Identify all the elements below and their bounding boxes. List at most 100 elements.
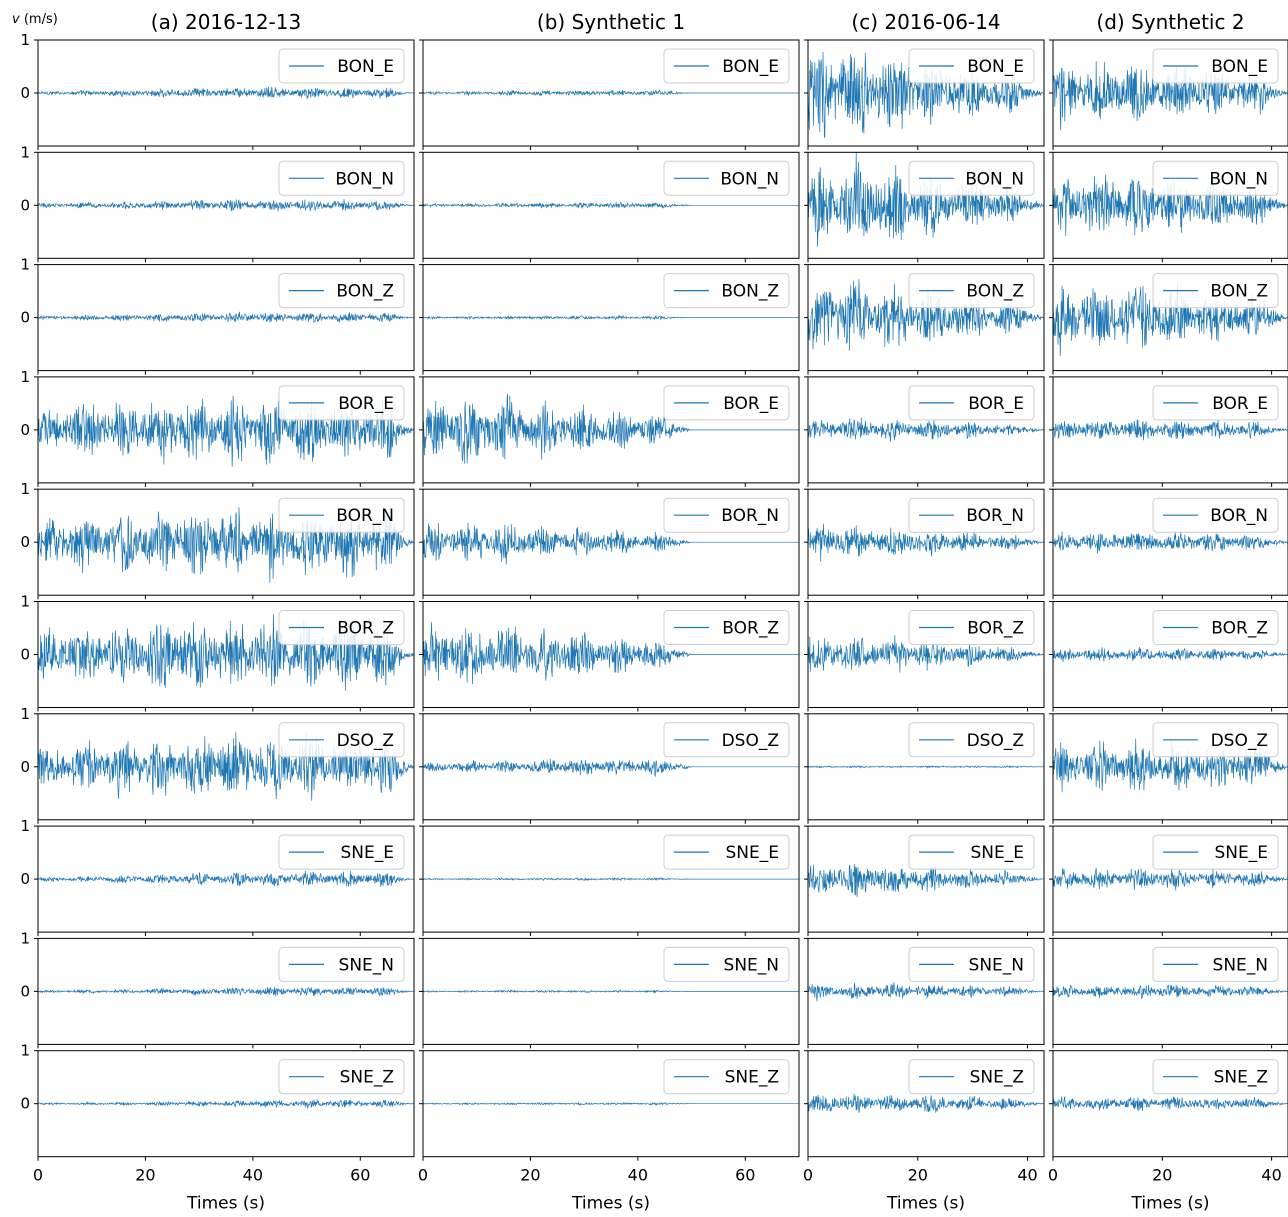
- legend-label-BOR_N: BOR_N: [336, 506, 394, 526]
- x-tick-label: 60: [735, 1166, 755, 1185]
- waveform-SNE_E: [38, 870, 414, 888]
- panel-3-5: BOR_Z: [1049, 601, 1288, 712]
- panel-0-6: 0 1 DSO_Z: [20, 705, 415, 824]
- legend-box: [663, 1059, 790, 1095]
- waveform-BON_Z: [38, 311, 414, 324]
- legend-label-BOR_Z: BOR_Z: [722, 619, 779, 639]
- y-tick-label: 1: [20, 929, 30, 947]
- panel-0-7: 0 1 SNE_E: [20, 817, 415, 937]
- legend-box: [278, 273, 405, 309]
- legend-label-BON_N: BON_N: [720, 169, 779, 189]
- legend-box: [278, 1059, 405, 1095]
- legend-label-BON_N: BON_N: [1209, 169, 1268, 189]
- waveform-BON_N: [808, 152, 1044, 247]
- waveform-BON_E: [423, 88, 799, 97]
- panel-1-9: SNE_Z: [419, 1050, 800, 1161]
- legend-label-SNE_Z: SNE_Z: [725, 1068, 779, 1088]
- legend-label-BON_E: BON_E: [1211, 57, 1268, 77]
- y-tick-label: 1: [20, 705, 30, 723]
- legend-label-SNE_Z: SNE_Z: [340, 1068, 394, 1088]
- panel-2-7: SNE_E: [804, 825, 1045, 937]
- legend-label-BOR_E: BOR_E: [968, 394, 1024, 414]
- panel-1-8: SNE_N: [419, 937, 800, 1049]
- waveform-SNE_Z: [808, 1093, 1044, 1113]
- panel-0-4: 0 1 BOR_N: [20, 480, 415, 600]
- legend-label-BON_N: BON_N: [335, 169, 394, 189]
- legend-label-BOR_N: BOR_N: [721, 506, 779, 526]
- legend-label-SNE_E: SNE_E: [726, 843, 780, 863]
- y-tick-label: 0: [20, 870, 30, 888]
- x-tick-label: 20: [1152, 1166, 1172, 1185]
- waveform-DSO_Z: [808, 764, 1044, 769]
- x-axis-label-0: Times (s): [186, 1194, 265, 1214]
- legend-box: [278, 834, 405, 870]
- x-axis-label-3: Times (s): [1131, 1194, 1210, 1214]
- y-tick-label: 1: [20, 143, 30, 161]
- legend-label-BOR_Z: BOR_Z: [337, 619, 394, 639]
- legend-box: [663, 48, 790, 84]
- legend-box: [663, 160, 790, 196]
- legend-box: [908, 160, 1035, 196]
- x-tick-label: 20: [520, 1166, 540, 1185]
- legend-box: [278, 497, 405, 533]
- legend-label-BOR_N: BOR_N: [966, 506, 1024, 526]
- waveform-DSO_Z: [38, 731, 414, 801]
- waveform-BON_Z: [423, 314, 799, 321]
- legend-label-SNE_E: SNE_E: [1215, 843, 1269, 863]
- panel-3-8: SNE_N: [1049, 937, 1288, 1049]
- waveform-SNE_N: [38, 986, 414, 997]
- column-title-1: (b) Synthetic 1: [537, 10, 685, 34]
- panel-1-5: BOR_Z: [419, 601, 800, 712]
- x-axis-label-1: Times (s): [571, 1194, 650, 1214]
- waveform-SNE_N: [423, 989, 799, 994]
- legend-box: [1152, 160, 1279, 196]
- legend-label-SNE_Z: SNE_Z: [970, 1068, 1024, 1088]
- waveform-DSO_Z: [1053, 738, 1288, 793]
- waveform-SNE_E: [808, 863, 1044, 898]
- waveform-BON_N: [423, 201, 799, 209]
- waveform-BOR_Z: [808, 635, 1044, 673]
- legend-box: [908, 834, 1035, 870]
- y-tick-label: 1: [20, 256, 30, 274]
- legend-box: [278, 722, 405, 758]
- waveform-SNE_E: [423, 876, 799, 882]
- waveform-BOR_N: [423, 522, 799, 565]
- panel-2-4: BOR_N: [804, 488, 1045, 600]
- panel-3-2: BON_Z: [1049, 264, 1288, 375]
- legend-label-BON_Z: BON_Z: [966, 282, 1024, 302]
- waveform-BON_Z: [1053, 282, 1288, 356]
- y-tick-label: 1: [20, 480, 30, 498]
- waveform-BON_Z: [808, 279, 1044, 351]
- legend-box: [1152, 610, 1279, 645]
- legend-box: [663, 610, 790, 645]
- legend-label-SNE_N: SNE_N: [969, 955, 1024, 975]
- waveform-SNE_Z: [1053, 1095, 1288, 1111]
- panel-0-5: 0 1 BOR_Z: [20, 593, 415, 712]
- legend-label-BON_E: BON_E: [337, 57, 394, 77]
- panel-2-1: BON_N: [804, 151, 1045, 263]
- legend-box: [908, 273, 1035, 309]
- legend-label-SNE_E: SNE_E: [341, 843, 395, 863]
- waveform-BON_N: [38, 199, 414, 212]
- legend-box: [908, 48, 1035, 84]
- legend-box: [663, 834, 790, 870]
- legend-box: [1152, 722, 1279, 758]
- legend-box: [1152, 834, 1279, 870]
- legend-label-DSO_Z: DSO_Z: [722, 731, 779, 751]
- legend-label-BON_E: BON_E: [722, 57, 779, 77]
- panel-3-7: SNE_E: [1049, 825, 1288, 937]
- panel-2-3: BOR_E: [804, 376, 1045, 487]
- panel-0-0: 0 1 BON_E: [20, 31, 415, 150]
- panel-0-8: 0 1 SNE_N: [20, 929, 415, 1049]
- panel-1-2: BON_Z: [419, 264, 800, 375]
- legend-box: [908, 497, 1035, 533]
- panel-2-9: SNE_Z: [804, 1050, 1045, 1161]
- legend-label-DSO_Z: DSO_Z: [967, 731, 1024, 751]
- x-tick-label: 40: [243, 1166, 263, 1185]
- waveform-BOR_E: [423, 393, 799, 464]
- y-unit-text: (m/s): [20, 12, 58, 27]
- waveform-SNE_Z: [423, 1101, 799, 1107]
- panel-3-9: SNE_Z: [1049, 1050, 1288, 1161]
- column-title-3: (d) Synthetic 2: [1096, 10, 1244, 34]
